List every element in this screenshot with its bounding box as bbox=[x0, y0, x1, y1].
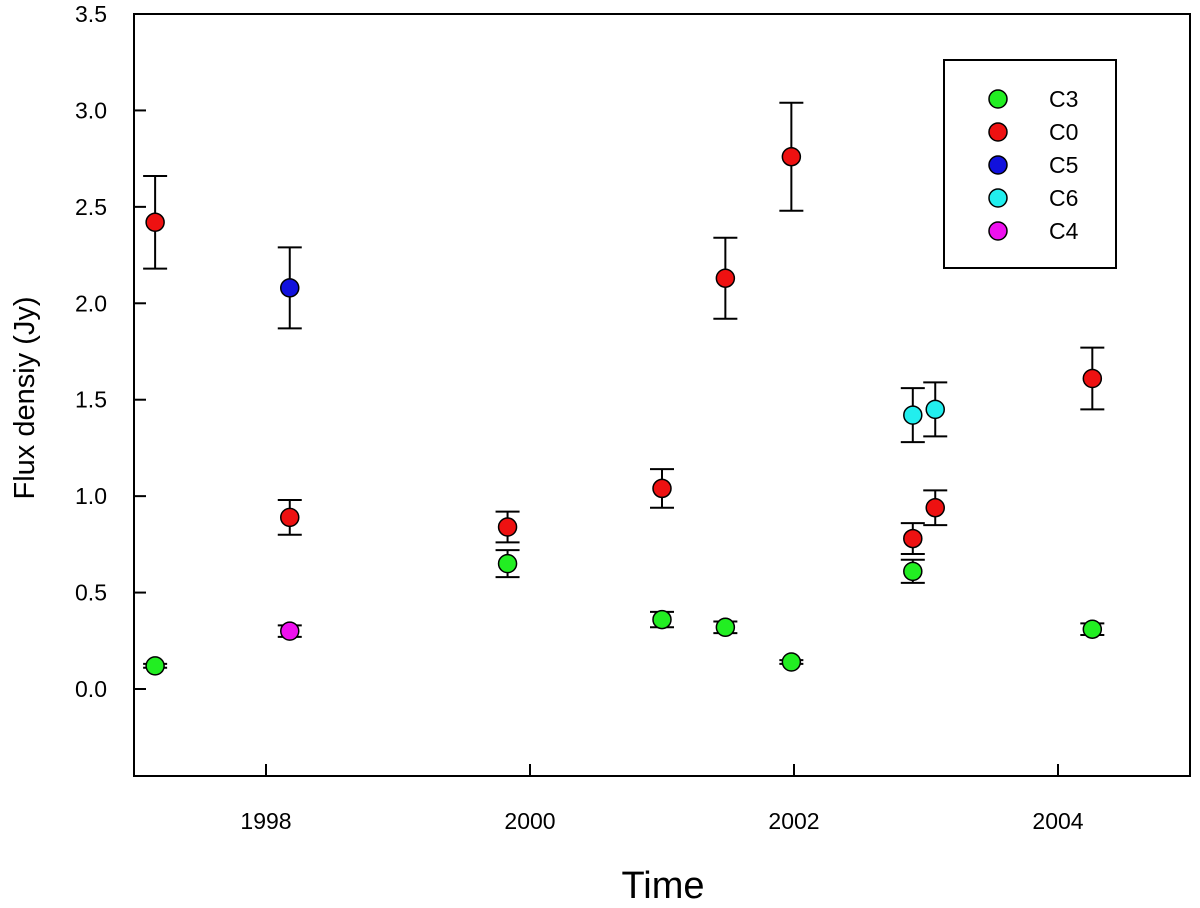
data-points bbox=[143, 101, 1105, 676]
data-point-c0 bbox=[1082, 368, 1103, 389]
legend-label-c4: C4 bbox=[1049, 218, 1079, 244]
data-point-c0 bbox=[715, 268, 736, 288]
legend-marker-c3 bbox=[988, 89, 1008, 109]
series-c6 bbox=[900, 381, 948, 444]
series-c5 bbox=[277, 246, 302, 330]
legend-marker-c5 bbox=[988, 155, 1008, 175]
series-c0 bbox=[143, 101, 1105, 555]
legend-label-c0: C0 bbox=[1049, 119, 1078, 145]
y-tick-label: 2.5 bbox=[75, 194, 107, 220]
legend-marker-c0 bbox=[988, 122, 1008, 142]
data-point-c0 bbox=[781, 146, 802, 167]
legend-box bbox=[943, 59, 1117, 269]
y-axis: 0.0 0.5 1.0 1.5 2.0 2.5 3.0 3.5 bbox=[75, 1, 146, 702]
legend-marker-c4 bbox=[988, 221, 1008, 241]
series-c4 bbox=[277, 621, 302, 641]
x-axis-title: Time bbox=[621, 865, 704, 907]
legend-label-c5: C5 bbox=[1049, 152, 1078, 178]
y-tick-label: 0.0 bbox=[75, 676, 107, 702]
data-point-c0 bbox=[497, 517, 518, 537]
data-point-c0 bbox=[652, 478, 672, 499]
legend-label-c3: C3 bbox=[1049, 86, 1078, 112]
data-point-c0 bbox=[145, 212, 165, 233]
data-point-c3 bbox=[497, 553, 518, 574]
data-point-c6 bbox=[903, 405, 923, 425]
legend-marker-c6 bbox=[988, 188, 1008, 208]
x-tick-label: 2002 bbox=[768, 808, 819, 834]
data-point-c3 bbox=[903, 561, 923, 582]
data-point-c3 bbox=[1082, 619, 1103, 639]
series-c3 bbox=[143, 549, 1105, 676]
x-tick-label: 1998 bbox=[240, 808, 291, 834]
data-point-c0 bbox=[903, 528, 923, 549]
data-point-c3 bbox=[145, 656, 165, 676]
y-tick-label: 3.5 bbox=[75, 1, 107, 27]
data-point-c3 bbox=[652, 609, 672, 630]
legend-label-c6: C6 bbox=[1049, 185, 1078, 211]
data-point-c3 bbox=[715, 617, 736, 638]
y-tick-label: 1.0 bbox=[75, 483, 107, 509]
y-tick-label: 3.0 bbox=[75, 97, 107, 123]
data-point-c0 bbox=[925, 497, 945, 518]
data-point-c3 bbox=[781, 652, 802, 672]
data-point-c5 bbox=[280, 278, 300, 298]
y-axis-title: Flux densiy (Jy) bbox=[9, 296, 41, 499]
y-tick-label: 2.0 bbox=[75, 290, 107, 316]
x-tick-label: 2000 bbox=[504, 808, 555, 834]
y-tick-label: 1.5 bbox=[75, 387, 107, 413]
data-point-c0 bbox=[280, 507, 300, 528]
legend: C3 C0 C5 C6 C4 bbox=[943, 59, 1117, 269]
data-point-c6 bbox=[925, 399, 945, 420]
plot-area bbox=[133, 13, 1191, 777]
x-tick-label: 2004 bbox=[1032, 808, 1083, 834]
x-axis: 1998 2000 2002 2004 bbox=[240, 764, 1084, 834]
plot-border bbox=[133, 13, 1191, 777]
y-tick-label: 0.5 bbox=[75, 580, 107, 606]
data-point-c4 bbox=[280, 621, 300, 641]
